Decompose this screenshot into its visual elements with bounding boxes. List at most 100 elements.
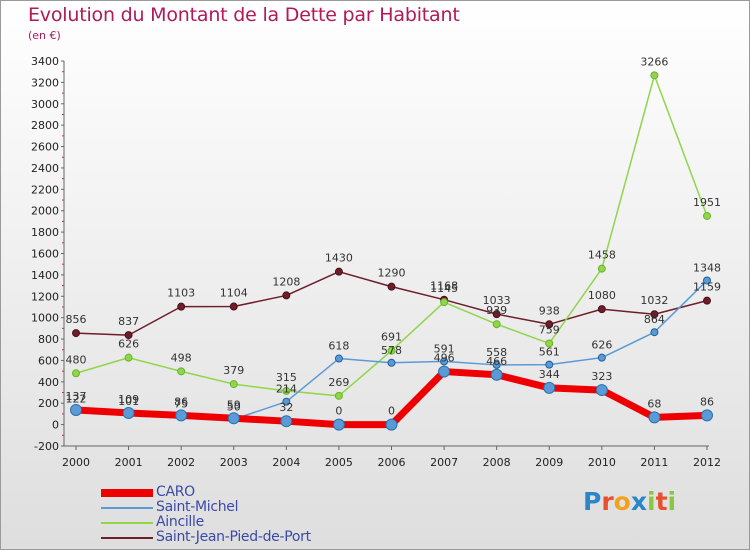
data-point-caro xyxy=(332,418,345,431)
data-label-saint-michel: 101 xyxy=(118,395,139,408)
data-point-saint-michel xyxy=(597,353,606,362)
data-point-saint-jean-pied-de-port xyxy=(545,320,554,329)
data-label-caro: 86 xyxy=(174,395,188,408)
y-tick-label: 2400 xyxy=(31,162,59,175)
data-label-aincille: 1145 xyxy=(430,282,458,295)
y-tick-label: 2600 xyxy=(31,141,59,154)
data-point-saint-michel xyxy=(387,358,396,367)
data-label-aincille: 315 xyxy=(276,371,297,384)
y-tick-label: 1200 xyxy=(31,290,59,303)
logo-letter: i xyxy=(667,487,677,516)
data-label-aincille: 759 xyxy=(539,323,560,336)
y-tick-label: -200 xyxy=(34,440,59,453)
data-point-saint-jean-pied-de-port xyxy=(703,296,711,305)
data-point-aincille xyxy=(703,211,711,220)
y-tick-label: 2200 xyxy=(31,183,59,196)
data-label-aincille: 626 xyxy=(118,338,139,351)
legend-swatch xyxy=(101,506,153,509)
data-label-saint-jean-pied-de-port: 1032 xyxy=(640,294,668,307)
x-tick-label: 2012 xyxy=(693,456,721,469)
data-label-caro: 32 xyxy=(279,401,293,414)
data-point-caro xyxy=(490,368,503,381)
data-point-saint-jean-pied-de-port xyxy=(229,302,238,311)
y-tick-label: 1600 xyxy=(31,248,59,261)
data-label-saint-michel: 591 xyxy=(434,342,455,355)
data-label-saint-michel: 214 xyxy=(276,383,297,396)
data-point-aincille xyxy=(124,353,133,362)
data-point-saint-jean-pied-de-port xyxy=(334,267,343,276)
data-label-saint-jean-pied-de-port: 1208 xyxy=(272,275,300,288)
data-point-saint-jean-pied-de-port xyxy=(72,329,80,338)
data-point-saint-michel xyxy=(650,328,659,337)
data-point-aincille xyxy=(387,346,396,355)
x-tick-label: 2004 xyxy=(272,456,300,469)
data-label-aincille: 1951 xyxy=(693,196,721,209)
legend-swatch xyxy=(101,521,153,524)
data-point-aincille xyxy=(72,369,80,378)
y-tick-label: 200 xyxy=(38,397,59,410)
data-point-saint-jean-pied-de-port xyxy=(177,302,186,311)
data-label-saint-jean-pied-de-port: 837 xyxy=(118,315,139,328)
data-point-aincille xyxy=(282,386,291,395)
data-label-saint-michel: 864 xyxy=(644,313,665,326)
data-point-saint-jean-pied-de-port xyxy=(387,282,396,291)
data-point-caro xyxy=(438,365,451,378)
data-label-saint-michel: 122 xyxy=(66,393,87,406)
data-label-aincille: 379 xyxy=(223,364,244,377)
x-tick-label: 2005 xyxy=(325,456,353,469)
data-label-aincille: 269 xyxy=(328,376,349,389)
data-label-caro: 59 xyxy=(227,398,241,411)
proxiti-logo: Proxiti xyxy=(583,487,676,516)
data-label-aincille: 939 xyxy=(486,304,507,317)
data-point-saint-jean-pied-de-port xyxy=(282,291,291,300)
data-point-saint-jean-pied-de-port xyxy=(650,310,659,319)
y-tick-label: 3400 xyxy=(31,55,59,68)
chart-title: Evolution du Montant de la Dette par Hab… xyxy=(28,4,460,26)
data-point-caro xyxy=(175,409,188,422)
data-point-saint-jean-pied-de-port xyxy=(597,305,606,314)
data-label-caro: 68 xyxy=(647,397,661,410)
logo-letter: t xyxy=(655,487,668,516)
data-label-caro: 344 xyxy=(539,368,560,381)
data-point-caro xyxy=(648,411,661,424)
data-point-caro xyxy=(280,415,293,428)
series-lines xyxy=(70,71,713,431)
data-point-saint-jean-pied-de-port xyxy=(492,310,501,319)
data-point-caro xyxy=(385,418,398,431)
data-point-saint-michel xyxy=(545,360,554,369)
data-point-saint-michel xyxy=(703,276,711,285)
data-label-saint-jean-pied-de-port: 1290 xyxy=(378,267,406,280)
data-label-caro: 86 xyxy=(700,395,714,408)
data-label-saint-michel: 578 xyxy=(381,344,402,357)
y-tick-label: 0 xyxy=(52,419,59,432)
legend-label: Saint-Michel xyxy=(156,499,239,515)
data-label-saint-jean-pied-de-port: 1104 xyxy=(220,287,248,300)
logo-letter: x xyxy=(630,487,647,516)
legend-label: CARO xyxy=(156,484,195,500)
x-tick-label: 2010 xyxy=(588,456,616,469)
data-label-saint-jean-pied-de-port: 856 xyxy=(66,313,87,326)
data-label-aincille: 3266 xyxy=(640,55,668,68)
legend-swatch xyxy=(101,488,153,497)
data-point-caro xyxy=(122,406,135,419)
data-point-caro xyxy=(70,403,82,416)
series-line-saint-jean-pied-de-port xyxy=(75,270,708,336)
data-point-caro xyxy=(701,409,713,422)
y-tick-label: 3000 xyxy=(31,98,59,111)
data-point-aincille xyxy=(650,71,659,80)
data-point-saint-michel xyxy=(334,354,343,363)
data-label-caro: 109 xyxy=(118,393,139,406)
data-label-caro: 0 xyxy=(335,405,342,418)
data-point-saint-michel xyxy=(492,360,501,369)
data-point-aincille xyxy=(545,339,554,348)
data-point-saint-michel xyxy=(440,357,449,366)
y-tick-label: 1800 xyxy=(31,226,59,239)
data-label-aincille: 498 xyxy=(171,351,192,364)
x-tick-label: 2008 xyxy=(483,456,511,469)
data-point-aincille xyxy=(177,367,186,376)
chart-unit: (en €) xyxy=(28,29,61,42)
data-label-saint-michel: 561 xyxy=(539,346,560,359)
data-label-saint-jean-pied-de-port: 938 xyxy=(539,304,560,317)
